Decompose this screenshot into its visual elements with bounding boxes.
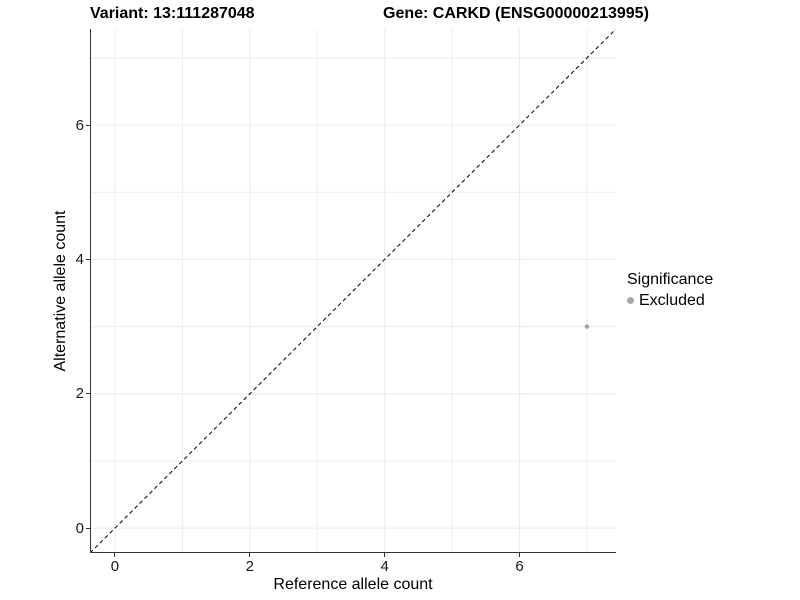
y-tick-mark [86, 124, 90, 126]
legend-item-label: Excluded [639, 292, 705, 309]
identity-dashed-line [90, 29, 616, 553]
y-tick-label: 0 [75, 519, 84, 537]
x-tick-label: 6 [515, 558, 524, 575]
y-tick-mark [86, 258, 90, 260]
y-tick-mark [86, 527, 90, 529]
x-axis-title: Reference allele count [273, 576, 433, 593]
y-tick-mark [86, 393, 90, 395]
legend-item-excluded: Excluded [627, 291, 713, 310]
legend-title: Significance [627, 271, 714, 288]
x-tick-label: 4 [380, 558, 389, 575]
plot-panel [90, 29, 616, 553]
plot-title-variant: Variant: 13:111287048 [90, 5, 255, 22]
x-tick-mark [249, 553, 251, 557]
x-tick-mark [519, 553, 521, 557]
legend-point-icon [627, 297, 634, 304]
y-tick-label: 6 [75, 116, 84, 134]
x-tick-mark [384, 553, 386, 557]
y-tick-label: 2 [75, 385, 84, 403]
legend: Significance Excluded [627, 270, 713, 310]
x-tick-label: 2 [245, 558, 254, 575]
x-tick-mark [114, 553, 116, 557]
plot-title-gene: Gene: CARKD (ENSG00000213995) [383, 5, 649, 22]
y-axis-title: Alternative allele count [52, 210, 69, 372]
x-tick-label: 0 [110, 558, 120, 575]
data-point [584, 324, 590, 329]
y-tick-label: 4 [75, 250, 84, 268]
